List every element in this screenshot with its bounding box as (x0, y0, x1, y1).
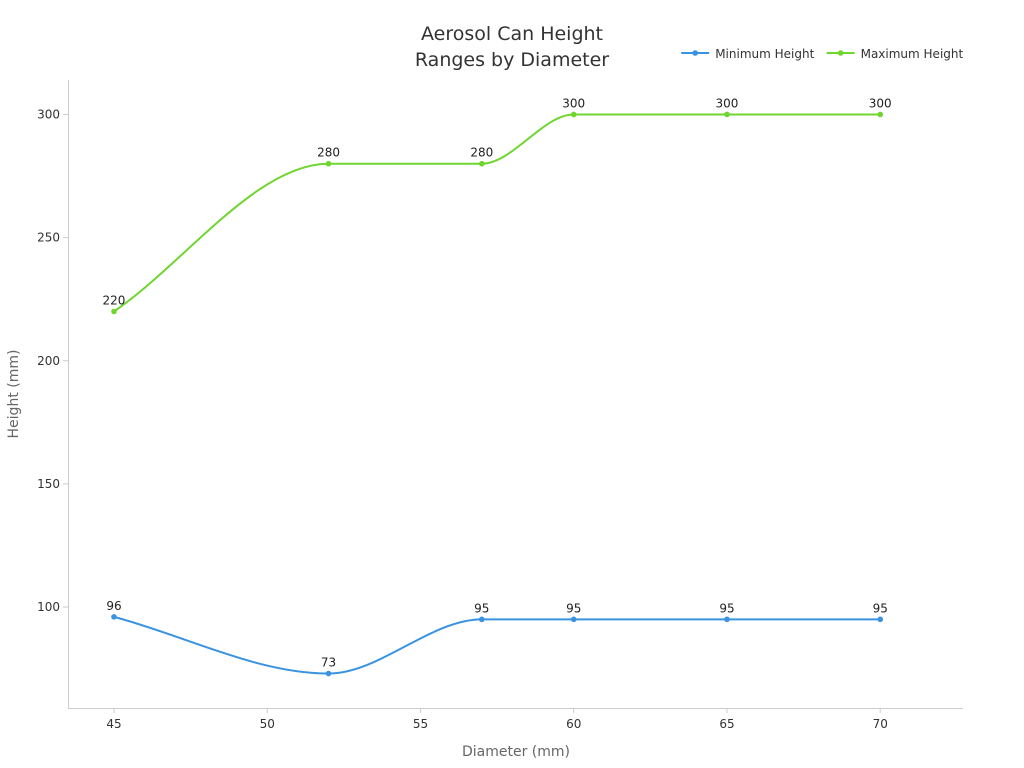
data-point (325, 670, 332, 677)
y-axis-ticks: 100 150 200 250 300 (37, 107, 68, 614)
data-label: 96 (106, 599, 121, 613)
y-tick-label: 250 (37, 231, 60, 245)
x-axis-ticks: 45 50 55 60 65 70 (106, 708, 888, 731)
y-tick-label: 150 (37, 477, 60, 491)
legend-marker (692, 50, 698, 56)
data-point (570, 616, 577, 623)
data-point (111, 614, 117, 620)
legend-marker (837, 50, 844, 56)
data-label: 220 (103, 293, 126, 307)
x-tick-label: 45 (106, 717, 121, 731)
data-point (478, 160, 485, 167)
series-line (113, 113, 881, 313)
x-tick-label: 55 (413, 717, 428, 731)
chart-title-line-1: Aerosol Can Height (421, 23, 603, 45)
y-tick-label: 200 (37, 354, 60, 368)
chart-title-line-2: Ranges by Diameter (415, 49, 609, 71)
x-tick-label: 70 (873, 717, 888, 731)
y-tick-label: 100 (37, 600, 60, 614)
legend-item[interactable]: Maximum Height (826, 47, 964, 61)
data-point (877, 616, 884, 623)
data-point (111, 308, 117, 315)
x-tick-label: 60 (566, 717, 581, 731)
data-label: 73 (321, 656, 336, 670)
data-label: 95 (873, 601, 888, 615)
legend-label: Minimum Height (715, 47, 814, 61)
series-minimum-height: 96 73 95 95 95 95 (106, 599, 888, 677)
data-point (877, 111, 884, 118)
series-layer: 96 73 95 95 95 95 220 280 280 300 300 300 (103, 96, 892, 677)
data-label: 280 (317, 146, 340, 160)
series-line (113, 615, 881, 675)
data-label: 300 (716, 96, 739, 110)
x-axis-label: Diameter (mm) (462, 744, 570, 760)
data-label: 300 (869, 96, 892, 110)
data-label: 95 (474, 601, 489, 615)
data-point (724, 111, 730, 118)
x-tick-label: 65 (719, 717, 734, 731)
data-point (325, 160, 332, 167)
series-maximum-height: 220 280 280 300 300 300 (103, 96, 892, 315)
data-label: 95 (719, 601, 734, 615)
y-axis-label: Height (mm) (6, 350, 22, 439)
data-label: 95 (566, 601, 581, 615)
chart-title: Aerosol Can Height Ranges by Diameter (415, 23, 609, 71)
legend-item[interactable]: Minimum Height (681, 47, 815, 61)
legend-label: Maximum Height (861, 47, 964, 61)
data-label: 280 (470, 146, 493, 160)
data-point (478, 616, 485, 623)
data-point (724, 616, 730, 623)
chart-legend: Minimum Height Maximum Height (681, 47, 964, 61)
data-label: 300 (562, 96, 585, 110)
x-tick-label: 50 (260, 717, 275, 731)
y-tick-label: 300 (37, 107, 60, 121)
data-point (570, 111, 577, 118)
